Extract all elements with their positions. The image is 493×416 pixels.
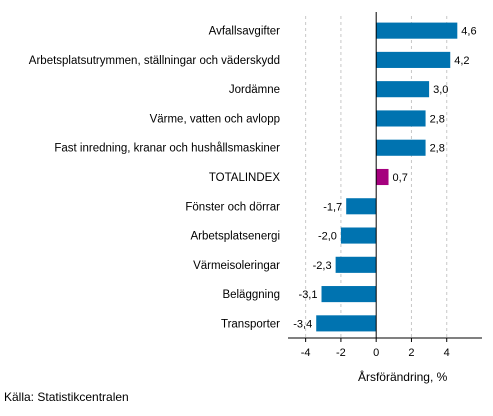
category-label: Avfallsavgifter	[209, 26, 281, 38]
category-labels: Avfallsavgifter Arbetsplatsutrymmen, stäl…	[29, 26, 281, 331]
bar	[376, 168, 389, 186]
value-label: -1,7	[323, 201, 342, 213]
category-label: Värmeisoleringar	[193, 260, 280, 272]
category-label: Arbetsplatsutrymmen, ställningar och väd…	[29, 55, 280, 67]
value-label: -3,1	[299, 289, 318, 301]
x-tick-label: -4	[301, 347, 311, 359]
bar	[321, 286, 377, 303]
value-labels: 4,6 4,2 3,0 2,8 2,8 0,7 -1,7 -2,0 -2,3 -3,1 -3,4	[293, 26, 476, 331]
value-label: 4,2	[454, 55, 469, 67]
x-axis: -4 -2 0 2 4	[288, 12, 482, 359]
bar	[340, 227, 377, 244]
bar	[316, 315, 377, 332]
x-tick-label: -2	[336, 347, 346, 359]
category-label: Jordämne	[229, 84, 280, 96]
category-label: Fönster och dörrar	[185, 201, 280, 213]
bar	[376, 139, 426, 156]
bar	[335, 256, 377, 273]
value-label: 2,8	[430, 143, 445, 155]
category-label: Beläggning	[222, 289, 280, 301]
category-label: Transporter	[221, 318, 280, 330]
x-tick-label: 2	[408, 347, 414, 359]
value-label: -2,3	[313, 260, 332, 272]
value-label: 3,0	[433, 84, 448, 96]
category-label: Fast inredning, kranar och hushållsmaski…	[54, 143, 280, 155]
source-note: Källa: Statistikcentralen	[4, 390, 129, 404]
bars	[316, 22, 458, 332]
value-label: 4,6	[461, 26, 476, 38]
category-label: Värme, vatten och avlopp	[150, 113, 280, 125]
value-label: -3,4	[293, 318, 312, 330]
x-axis-title: Årsförändring, %	[358, 369, 448, 384]
bar	[346, 198, 377, 215]
bar	[376, 51, 451, 68]
category-label: TOTALINDEX	[209, 172, 280, 184]
bar	[376, 22, 458, 39]
x-tick-label: 4	[444, 347, 450, 359]
category-label: Arbetsplatsenergi	[191, 231, 281, 243]
value-label: 0,7	[393, 172, 408, 184]
value-label: -2,0	[318, 231, 337, 243]
bar	[376, 110, 426, 127]
value-label: 2,8	[430, 113, 445, 125]
x-tick-label: 0	[373, 347, 379, 359]
bar	[376, 81, 430, 98]
